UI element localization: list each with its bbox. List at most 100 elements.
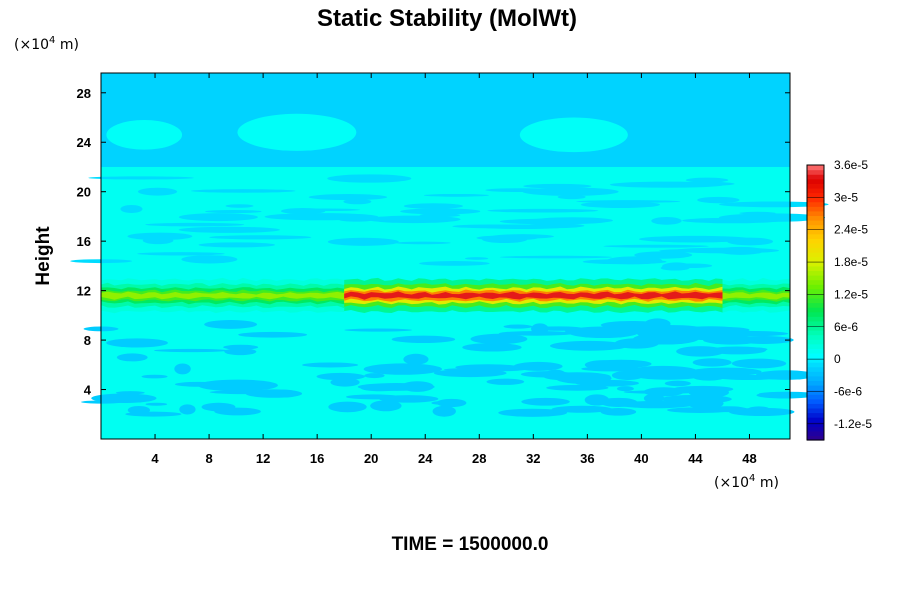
upper-streak	[659, 249, 707, 253]
lower-streak	[224, 348, 257, 356]
colorbar-cell	[807, 394, 824, 400]
y-tick-label: 12	[77, 284, 91, 299]
lower-streak	[364, 373, 385, 379]
colorbar-cell	[807, 229, 824, 235]
x-tick-label: 28	[472, 451, 486, 466]
lower-streak	[689, 367, 762, 377]
colorbar-cell	[807, 183, 824, 189]
x-tick-label: 36	[580, 451, 594, 466]
lower-streak	[174, 381, 223, 387]
lower-streak	[513, 361, 563, 371]
upper-streak	[697, 196, 740, 204]
lower-streak	[238, 331, 308, 338]
colorbar-cell	[807, 178, 824, 184]
y-axis-ticks: 4 8 12 16 20 24 28	[77, 86, 790, 398]
upper-streak	[464, 257, 489, 260]
lower-streak	[370, 400, 402, 412]
colorbar-cell	[807, 421, 824, 427]
upper-streak	[638, 235, 752, 243]
colorbar-cell	[807, 169, 824, 175]
x-tick-label: 24	[418, 451, 433, 466]
upper-streak	[452, 224, 533, 229]
x-tick-label: 32	[526, 451, 540, 466]
colorbar-label: -1.2e-5	[834, 417, 872, 431]
lower-streak	[154, 348, 229, 353]
lower-streak	[600, 320, 664, 330]
colorbar-cell	[807, 362, 824, 368]
colorbar-cell	[807, 206, 824, 212]
colorbar-cell	[807, 352, 824, 359]
colorbar-cell	[807, 343, 824, 349]
colorbar-cell	[807, 320, 824, 327]
lower-streak	[363, 363, 442, 375]
upper-streak	[557, 194, 586, 200]
colorbar-cell	[807, 247, 824, 253]
colorbar-cell	[807, 385, 824, 391]
upper-streak	[491, 234, 555, 239]
upper-streak	[603, 244, 709, 248]
colorbar-cell	[807, 201, 824, 207]
colorbar-cell	[807, 357, 824, 363]
colorbar-label: 2.4e-5	[834, 223, 868, 237]
lower-streak	[179, 404, 196, 415]
lower-streak	[245, 389, 303, 398]
colorbar-cell	[807, 389, 824, 395]
lower-streak	[462, 343, 522, 352]
upper-streak	[120, 205, 143, 213]
lower-streak	[748, 406, 770, 412]
upper-streak	[487, 208, 599, 213]
lower-streak	[566, 327, 638, 333]
upper-streak	[400, 208, 481, 215]
lower-streak	[616, 386, 634, 392]
x-tick-label: 16	[310, 451, 324, 466]
upper-streak	[499, 255, 613, 259]
colorbar-cell	[807, 284, 824, 290]
lower-streak	[710, 330, 789, 337]
upper-streak	[685, 177, 729, 183]
lower-streak	[328, 401, 367, 413]
colorbar-cell	[807, 348, 824, 354]
colorbar-label: 0	[834, 352, 841, 366]
colorbar-label: 3e-5	[834, 190, 858, 204]
upper-streak	[394, 241, 451, 245]
chart-title: Static Stability (MolWt)	[317, 5, 577, 32]
upper-blob	[106, 119, 183, 150]
upper-streak	[178, 226, 280, 233]
lower-streak	[728, 407, 795, 417]
upper-streak	[137, 187, 178, 196]
lower-streak	[756, 391, 815, 399]
lower-streak	[623, 390, 699, 394]
lower-streak	[106, 338, 168, 348]
upper-streak	[178, 213, 258, 222]
upper-streak	[523, 183, 592, 189]
colorbar-cell	[807, 325, 824, 331]
colorbar-cell	[807, 252, 824, 258]
lower-streak	[521, 397, 570, 406]
x-axis-ticks: 4 8 12 16 20 24 28 32 36 40 44 48	[151, 73, 757, 466]
colorbar-cell	[807, 302, 824, 308]
colorbar-cell	[807, 293, 824, 299]
lower-streak	[403, 353, 429, 365]
lower-streak	[643, 393, 665, 404]
colorbar-label: 1.2e-5	[834, 287, 868, 301]
lower-streak	[617, 400, 694, 409]
x-tick-label: 20	[364, 451, 378, 466]
colorbar: 3.6e-5 3e-5 2.4e-5 1.8e-5 1.2e-5 6e-6 0 -6e-6 -1…	[806, 158, 872, 441]
colorbar-cell	[807, 238, 824, 244]
colorbar-cell	[807, 242, 824, 249]
colorbar-cell	[807, 220, 824, 226]
colorbar-cell	[807, 270, 824, 276]
lower-streak	[197, 379, 278, 392]
colorbar-cell	[807, 330, 824, 336]
lower-streak	[432, 405, 456, 417]
lower-streak	[141, 374, 168, 379]
lower-streak	[391, 335, 456, 344]
colorbar-cell	[807, 275, 824, 281]
lower-streak	[316, 372, 366, 381]
lower-streak	[755, 370, 816, 380]
colorbar-cell	[807, 426, 824, 432]
upper-streak	[524, 223, 585, 229]
upper-streak	[264, 213, 379, 221]
upper-streak	[327, 174, 412, 183]
